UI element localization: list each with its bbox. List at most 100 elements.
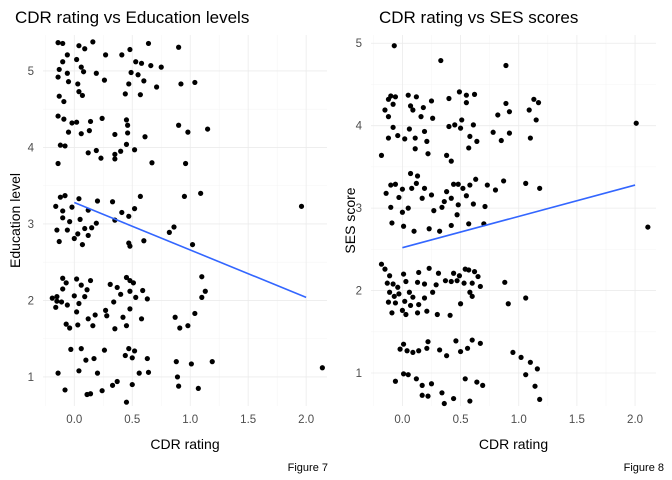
data-point [416,269,422,276]
data-point [448,195,454,201]
data-point [397,346,403,352]
data-point [78,282,84,288]
data-point [166,229,172,235]
data-point [60,59,66,65]
data-point [138,60,145,66]
data-point [122,91,128,97]
data-point [412,135,418,141]
data-point [119,209,125,216]
data-point [53,304,59,310]
data-point [64,227,70,233]
data-point [430,289,436,295]
data-point [90,323,96,329]
data-point [438,57,444,64]
data-point [396,291,402,297]
data-point [60,40,66,47]
data-point [123,117,130,123]
data-point [378,261,385,267]
data-point [477,283,483,290]
data-point [199,294,205,300]
data-point [54,227,60,233]
data-point [188,361,194,367]
data-point [86,128,92,134]
data-point [446,95,452,102]
data-point [93,220,99,226]
data-point [92,312,98,318]
data-point [526,107,532,113]
data-point [87,118,94,125]
data-point [118,148,124,154]
data-point [439,390,445,396]
data-point [53,203,59,209]
data-point [424,138,430,144]
data-point [80,69,87,75]
data-point [484,182,490,188]
data-point [537,396,543,403]
data-point [64,52,70,58]
data-point [431,208,437,214]
data-point [65,129,72,135]
data-point [409,185,415,191]
data-point [64,70,70,76]
data-point [112,131,118,138]
data-point [410,349,416,356]
data-point [111,299,117,305]
data-point [535,100,542,106]
chart-title: CDR rating vs Education levels [15,8,249,27]
data-point [450,181,457,187]
data-point [141,78,147,84]
data-point [82,46,88,52]
data-point [62,193,68,199]
data-point [475,273,481,280]
data-point [129,355,135,361]
data-point [466,145,472,151]
data-point [79,92,86,99]
data-point [421,185,428,191]
data-point [63,321,69,327]
data-point [387,273,393,279]
data-point [129,381,135,388]
data-point [58,299,65,305]
x-tick-label: 1.5 [240,414,256,426]
data-point [534,366,540,372]
data-point [533,117,539,123]
data-point [518,354,524,360]
data-point [450,395,457,402]
data-point [459,117,465,123]
data-point [461,280,467,286]
data-point [395,284,401,290]
data-point [523,180,529,186]
data-point [388,182,394,188]
data-point [198,190,204,196]
y-tick-label: 4 [28,142,35,154]
data-point [93,147,99,154]
data-point [645,224,651,230]
data-point [426,265,432,271]
data-point [402,136,408,142]
data-point [463,100,469,106]
chart-panel-2: 0.0 0.5 1.0 1.5 2.0 1 2 3 4 5 CDR rating vs SES sc… [342,8,664,474]
data-point [495,112,501,118]
data-point [418,114,424,120]
data-point [60,275,66,281]
data-point [69,120,75,126]
y-tick-label: 4 [356,121,363,133]
data-point [428,381,435,387]
data-point [453,338,459,344]
y-tick-label: 3 [356,203,362,215]
data-point [410,107,416,113]
data-point [142,134,148,140]
data-point [55,113,61,119]
data-point [138,316,145,322]
data-point [503,100,509,107]
y-tick-label: 1 [28,372,34,384]
data-point [185,323,191,329]
data-point [123,399,130,405]
data-point [527,359,533,365]
data-point [91,355,97,362]
data-point [454,212,460,218]
data-point [416,348,422,354]
data-point [54,294,60,300]
data-point [492,187,499,193]
